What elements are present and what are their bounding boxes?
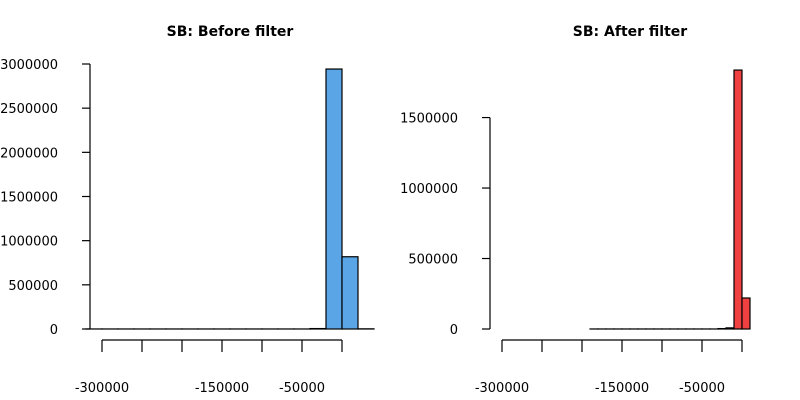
bar [725, 327, 735, 330]
x-tick-label: -50000 [679, 381, 725, 396]
y-tick-label: 500000 [8, 279, 58, 294]
x-tick-label: -300000 [475, 381, 529, 396]
chart-title: SB: Before filter [167, 24, 294, 40]
y-tick-label: 1500000 [0, 191, 58, 206]
y-tick-label: 2500000 [0, 102, 58, 117]
bar [325, 68, 343, 330]
y-tick-label: 3000000 [0, 58, 58, 73]
y-tick-label: 1000000 [400, 182, 458, 197]
x-tick-label: -150000 [595, 381, 649, 396]
bar [741, 297, 751, 330]
bar [341, 256, 359, 330]
y-tick-label: 0 [450, 323, 458, 338]
y-tick-label: 2000000 [0, 146, 58, 161]
x-tick-label: -50000 [279, 381, 325, 396]
chart-title: SB: After filter [573, 24, 687, 40]
x-tick-label: -300000 [75, 381, 129, 396]
bar [733, 69, 743, 330]
y-tick-label: 500000 [408, 253, 458, 268]
y-tick-label: 1000000 [0, 235, 58, 250]
y-tick-label: 0 [50, 323, 58, 338]
x-tick-label: -150000 [195, 381, 249, 396]
y-tick-label: 1500000 [400, 112, 458, 127]
